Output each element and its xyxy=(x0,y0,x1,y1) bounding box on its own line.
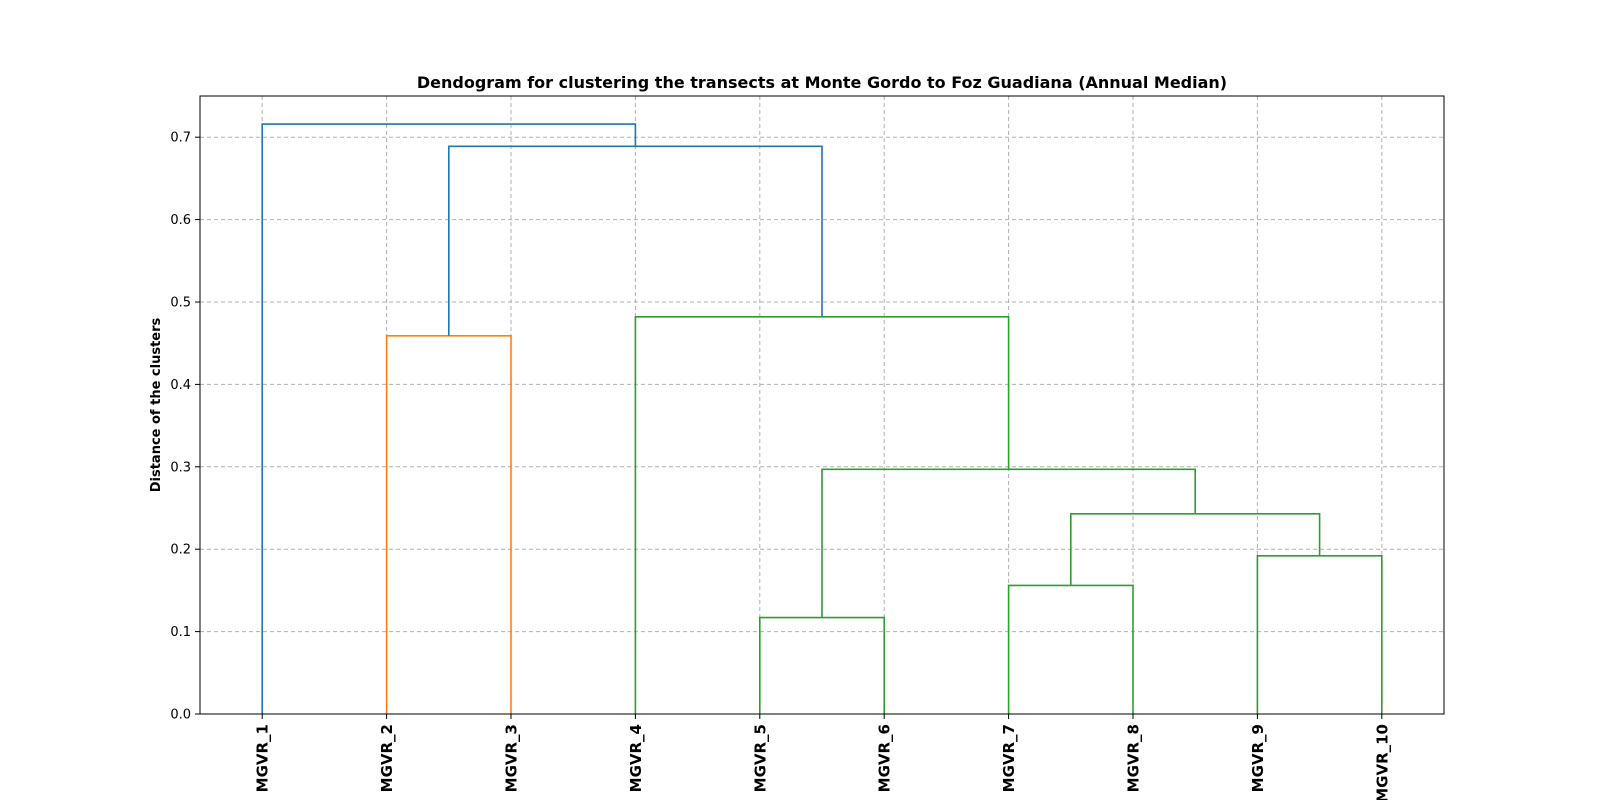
x-axis-ticks: MGVR_1 MGVR_2 MGVR_3 MGVR_4 MGVR_5 MGVR_6 MGVR… xyxy=(254,714,1391,800)
leaf-label-mgvr_2: MGVR_2 xyxy=(378,724,396,792)
leaf-label-mgvr_6: MGVR_6 xyxy=(876,724,894,792)
dendrogram-link xyxy=(385,334,512,714)
leaf-label-mgvr_8: MGVR_8 xyxy=(1125,724,1143,792)
dendrogram-link xyxy=(1007,584,1134,714)
y-axis-label: Distance of the clusters xyxy=(149,317,164,492)
plot-frame xyxy=(199,95,1445,715)
y-tick-label: 0.0 xyxy=(170,708,191,723)
y-tick-label: 0.7 xyxy=(170,131,191,146)
leaf-label-mgvr_9: MGVR_9 xyxy=(1249,724,1267,792)
y-tick-label: 0.5 xyxy=(170,296,191,311)
leaf-label-mgvr_1: MGVR_1 xyxy=(254,724,272,792)
leaf-label-mgvr_7: MGVR_7 xyxy=(1000,724,1018,792)
chart-title: Dendogram for clustering the transects a… xyxy=(417,73,1227,92)
y-tick-label: 0.6 xyxy=(170,213,191,228)
y-tick-label: 0.3 xyxy=(170,460,191,475)
dendrogram-links xyxy=(261,123,1383,714)
leaf-label-mgvr_10: MGVR_10 xyxy=(1373,724,1391,800)
y-tick-label: 0.2 xyxy=(170,543,191,558)
dendrogram-link xyxy=(1256,554,1383,714)
dendrogram-link xyxy=(261,123,637,714)
y-tick-label: 0.1 xyxy=(170,625,191,640)
y-tick-label: 0.4 xyxy=(170,378,191,393)
leaf-label-mgvr_4: MGVR_4 xyxy=(627,724,645,792)
leaf-label-mgvr_5: MGVR_5 xyxy=(751,724,769,792)
y-axis-ticks: 0.0 0.1 0.2 0.3 0.4 0.5 0.6 0.7 xyxy=(170,131,200,723)
leaf-label-mgvr_3: MGVR_3 xyxy=(503,724,521,792)
